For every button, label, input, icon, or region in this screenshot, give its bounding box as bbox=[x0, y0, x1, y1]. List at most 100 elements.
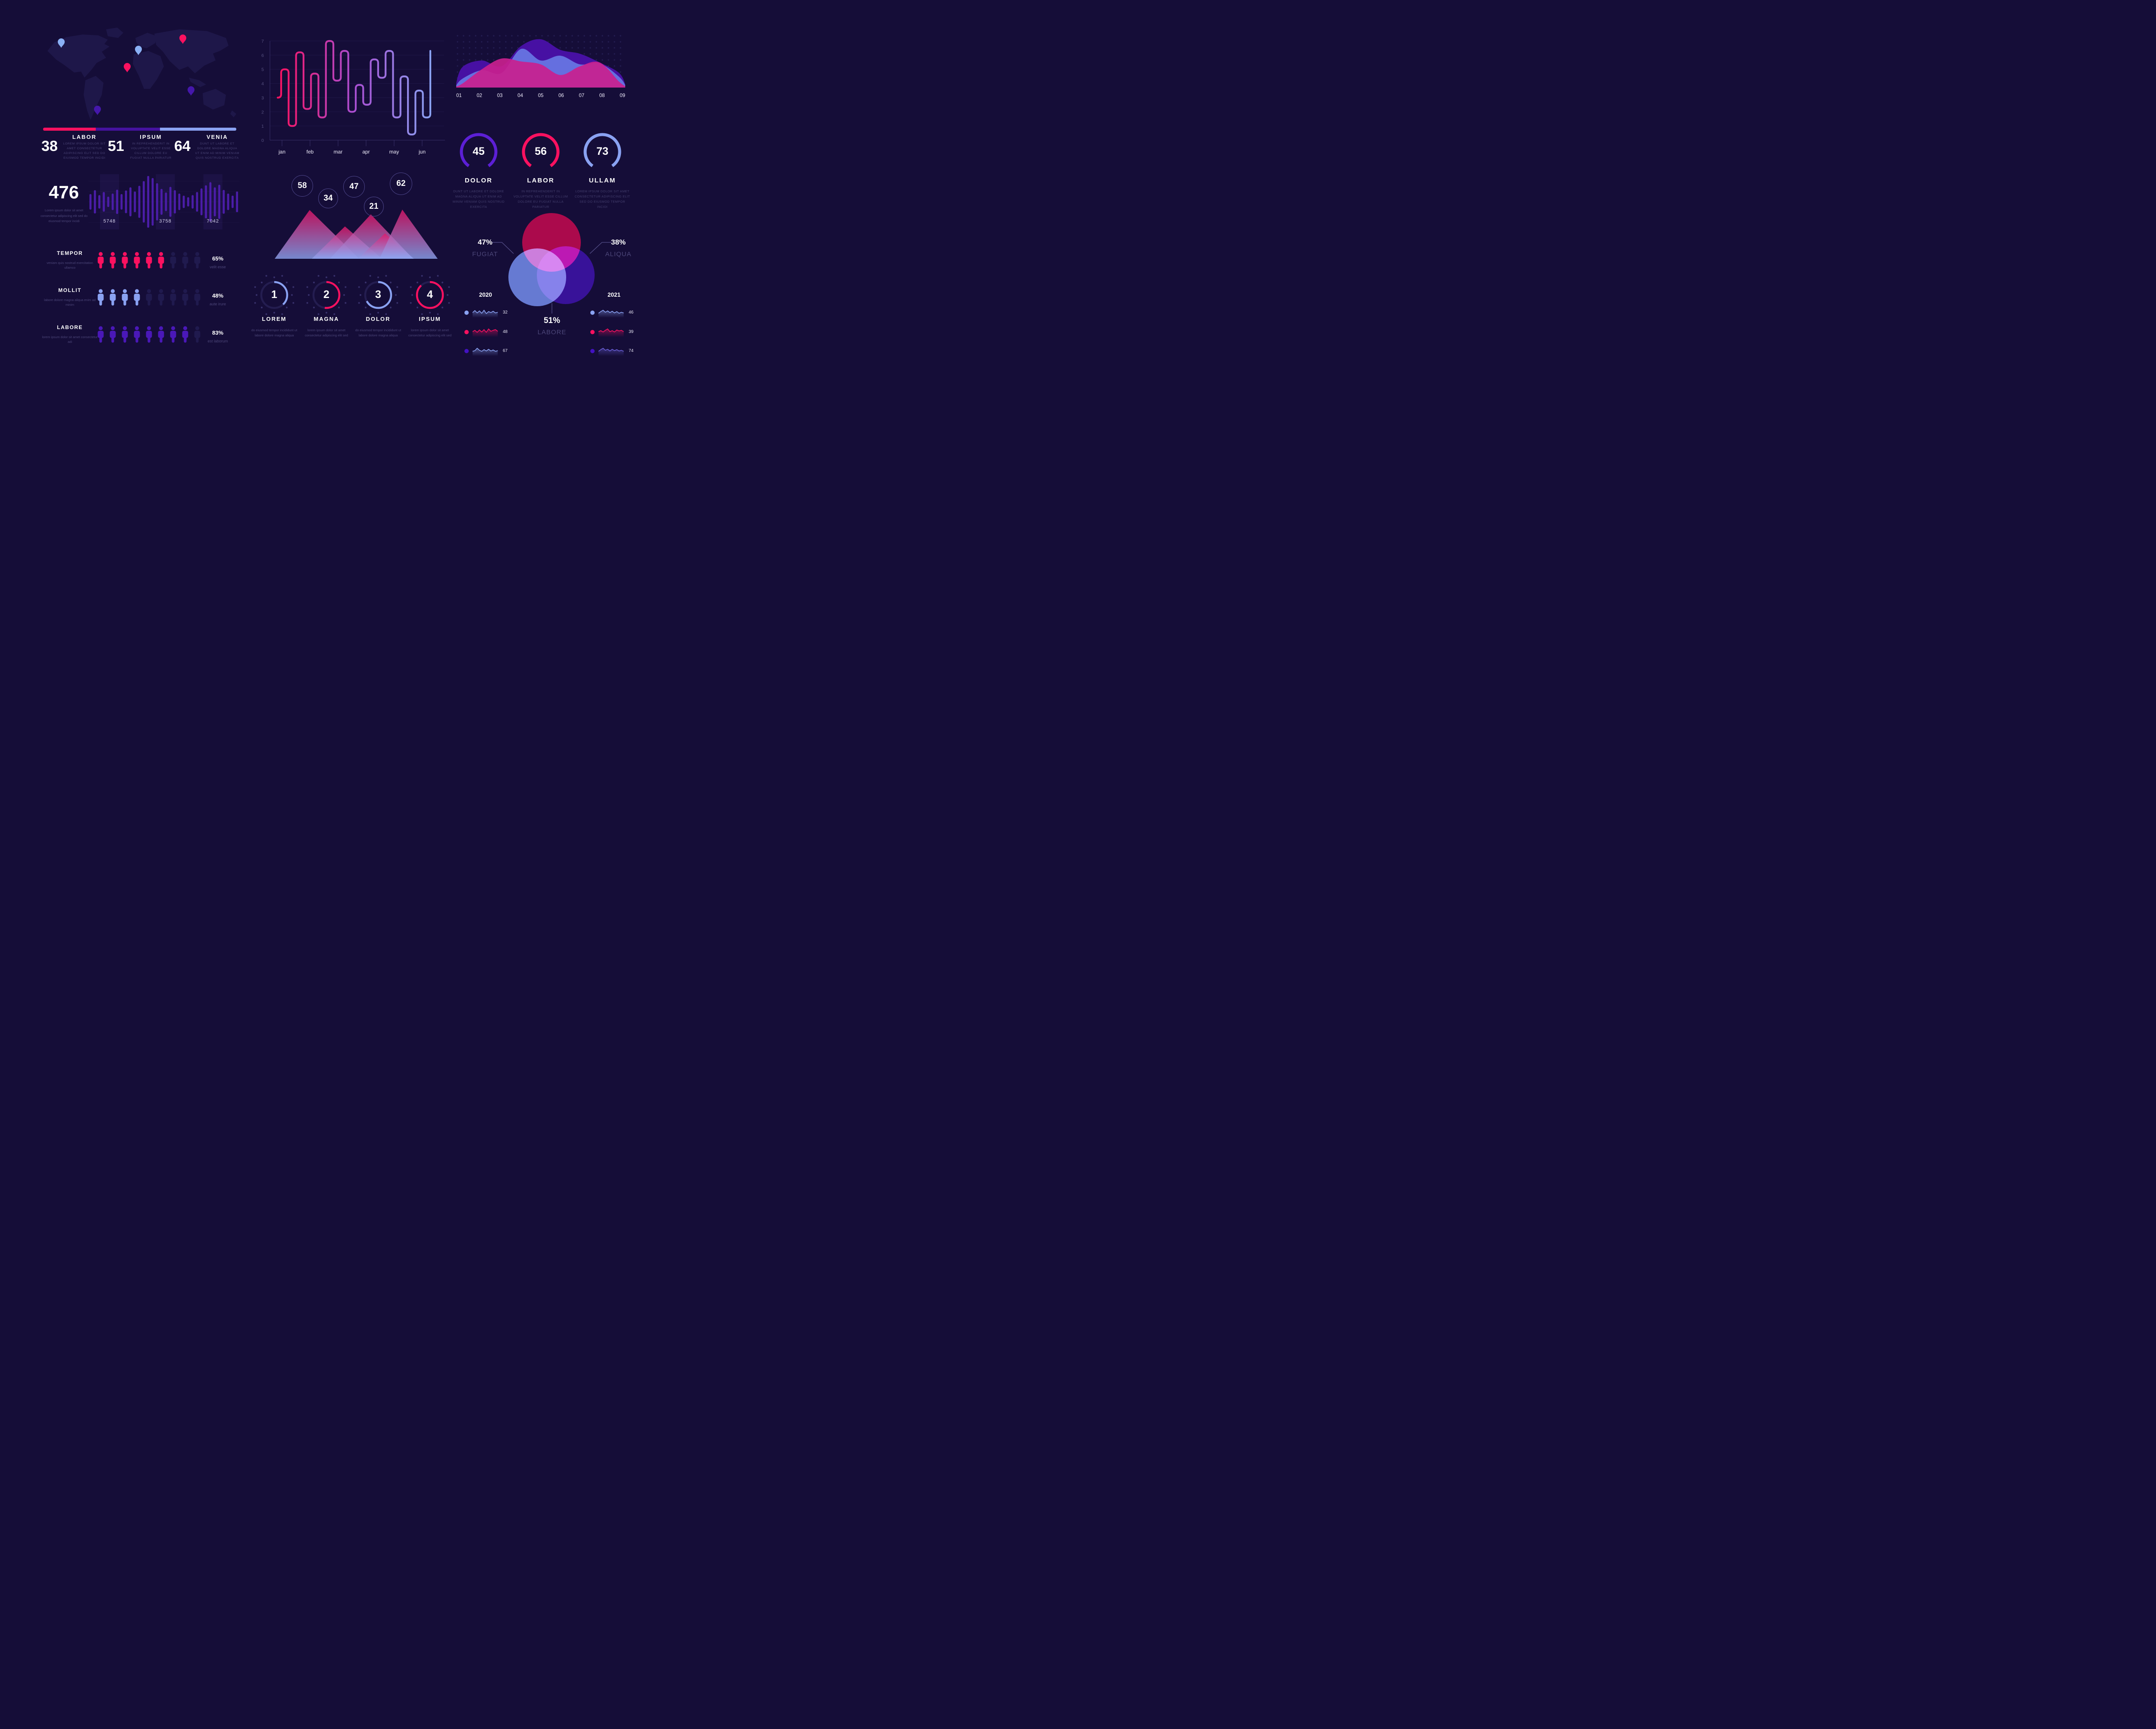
stat-value: 64 bbox=[174, 138, 191, 154]
person-icon bbox=[134, 289, 140, 306]
person-icon bbox=[134, 326, 140, 343]
person-icon bbox=[122, 252, 128, 269]
pictogram-row-label: MOLLIT bbox=[58, 287, 81, 293]
step-label: LOREM bbox=[262, 316, 287, 322]
step-label: DOLOR bbox=[366, 316, 391, 322]
x-axis-tick: jan bbox=[278, 149, 285, 155]
area-x-tick: 07 bbox=[579, 93, 585, 98]
waveform-chart bbox=[88, 174, 239, 229]
stacked-area-chart bbox=[456, 35, 625, 88]
stat-label: VENIA bbox=[206, 134, 228, 140]
gauge-value: 73 bbox=[596, 145, 608, 157]
y-axis-tick: 4 bbox=[261, 82, 264, 87]
venn-left-percent: 47% bbox=[477, 238, 493, 246]
pictogram-row-note: aute irure bbox=[209, 302, 226, 306]
map-pin-icon bbox=[94, 106, 101, 115]
legend-value: 32 bbox=[503, 310, 508, 315]
stat-block: 64 VENIA DUNT UT LABORE ET DOLORE MAGNA AL… bbox=[174, 134, 241, 161]
pictogram-row-percent: 48% bbox=[212, 292, 224, 299]
person-icon bbox=[122, 289, 128, 306]
gauge-desc: LOREM IPSUM DOLOR SIT AMET CONSECTETUR A… bbox=[574, 189, 630, 209]
wave-total-value: 476 bbox=[48, 182, 79, 202]
x-axis-tick: apr bbox=[362, 149, 370, 155]
gauge-arc bbox=[522, 133, 560, 167]
legend-value: 39 bbox=[629, 329, 634, 334]
person-icon bbox=[170, 326, 176, 343]
person-icon bbox=[97, 326, 104, 343]
bar-segment bbox=[96, 128, 160, 131]
stat-desc: DUNT UT LABORE ET DOLORE MAGNA ALIQUA UT… bbox=[195, 142, 240, 160]
person-icon bbox=[146, 326, 152, 343]
legend-dot-icon bbox=[464, 349, 469, 353]
person-icon bbox=[194, 289, 201, 306]
map-pins bbox=[58, 35, 194, 115]
legend-dot-icon bbox=[464, 329, 469, 334]
stat-text-col: VENIA DUNT UT LABORE ET DOLORE MAGNA ALIQ… bbox=[195, 134, 240, 161]
progress-donut bbox=[358, 275, 398, 315]
stat-desc: IN REPREHENDERIT IN VOLUPTATE VELIT ESSE… bbox=[130, 142, 172, 160]
legend-sparkline bbox=[472, 310, 498, 317]
legend-value: 74 bbox=[629, 348, 634, 353]
gauge-label: DOLOR bbox=[464, 177, 493, 184]
wave-milestone: 5748 bbox=[103, 219, 116, 224]
gauge-value: 45 bbox=[473, 145, 485, 157]
legend-sparkline bbox=[472, 328, 498, 337]
step-label: MAGNA bbox=[313, 316, 339, 322]
legend-sparkline bbox=[472, 348, 498, 356]
y-axis-tick: 5 bbox=[261, 67, 264, 72]
pictogram-row-percent: 65% bbox=[212, 255, 224, 262]
y-axis-tick: 6 bbox=[261, 53, 264, 58]
wave-desc: Lorem ipsum dolor sit amet consectetur a… bbox=[41, 208, 88, 223]
step-desc: do eiusmod tempor incididunt ut labore d… bbox=[355, 328, 401, 337]
area-x-tick: 06 bbox=[558, 93, 564, 98]
segmented-progress-bar bbox=[43, 128, 236, 131]
area-x-tick: 01 bbox=[456, 93, 462, 98]
gauge-label: ULLAM bbox=[589, 177, 616, 184]
mountain-bubble: 62 bbox=[390, 173, 412, 195]
person-icon bbox=[122, 326, 128, 343]
step-label: IPSUM bbox=[419, 316, 441, 322]
person-icon bbox=[97, 252, 104, 269]
legend-dot-icon bbox=[590, 311, 595, 315]
pictogram-row-desc: labore dolore magna aliqua enim ad minim bbox=[44, 298, 96, 307]
person-icon bbox=[194, 252, 201, 269]
legend-sparkline bbox=[598, 328, 624, 337]
pictogram-row-label: LABORE bbox=[57, 324, 83, 330]
x-axis-tick: may bbox=[389, 149, 399, 155]
pictogram-row-note: est laborum bbox=[207, 339, 228, 343]
person-icon bbox=[158, 326, 164, 343]
pictogram-row-desc: veniam quis nostrud exercitation ullamco bbox=[47, 261, 93, 270]
stat-label: LABOR bbox=[72, 134, 97, 140]
legend-year-title: 2020 bbox=[479, 292, 492, 298]
map-stats-row: 38 LABOR LOREM IPSUM DOLOR SIT AMET CONSEC… bbox=[41, 134, 244, 161]
legend-value: 46 bbox=[629, 310, 634, 315]
person-icon bbox=[170, 289, 176, 306]
area-x-labels: 01 02 03 04 05 06 07 08 09 bbox=[456, 93, 625, 98]
legend-value: 48 bbox=[503, 329, 508, 334]
pictogram-icons bbox=[97, 326, 201, 343]
legend-dot-icon bbox=[590, 349, 595, 353]
gauge-desc: DUNT UT LABORE ET DOLORE MAGNA ALIQUA UT… bbox=[452, 189, 505, 209]
area-x-tick: 05 bbox=[538, 93, 544, 98]
area-x-tick: 04 bbox=[517, 93, 523, 98]
venn-bottom-label: LABORE bbox=[537, 329, 567, 336]
person-icon bbox=[194, 326, 201, 343]
area-x-tick: 09 bbox=[620, 93, 625, 98]
legend-dot-icon bbox=[464, 311, 469, 315]
map-pin-icon bbox=[124, 63, 131, 72]
wave-milestone: 3758 bbox=[159, 219, 172, 224]
step-number: 1 bbox=[271, 289, 277, 301]
person-icon bbox=[146, 289, 152, 306]
step-number: 3 bbox=[375, 289, 381, 301]
y-axis-tick: 2 bbox=[261, 110, 264, 115]
gauge-label: LABOR bbox=[527, 177, 555, 184]
venn-bottom-percent: 51% bbox=[543, 316, 561, 325]
person-icon bbox=[170, 252, 176, 269]
bar-segment bbox=[160, 128, 236, 131]
area-x-tick: 03 bbox=[497, 93, 503, 98]
y-axis-tick: 0 bbox=[261, 138, 264, 143]
legend-sparkline bbox=[598, 348, 624, 356]
person-icon bbox=[110, 289, 116, 306]
area-x-tick: 02 bbox=[476, 93, 483, 98]
x-axis-tick: feb bbox=[307, 149, 314, 155]
